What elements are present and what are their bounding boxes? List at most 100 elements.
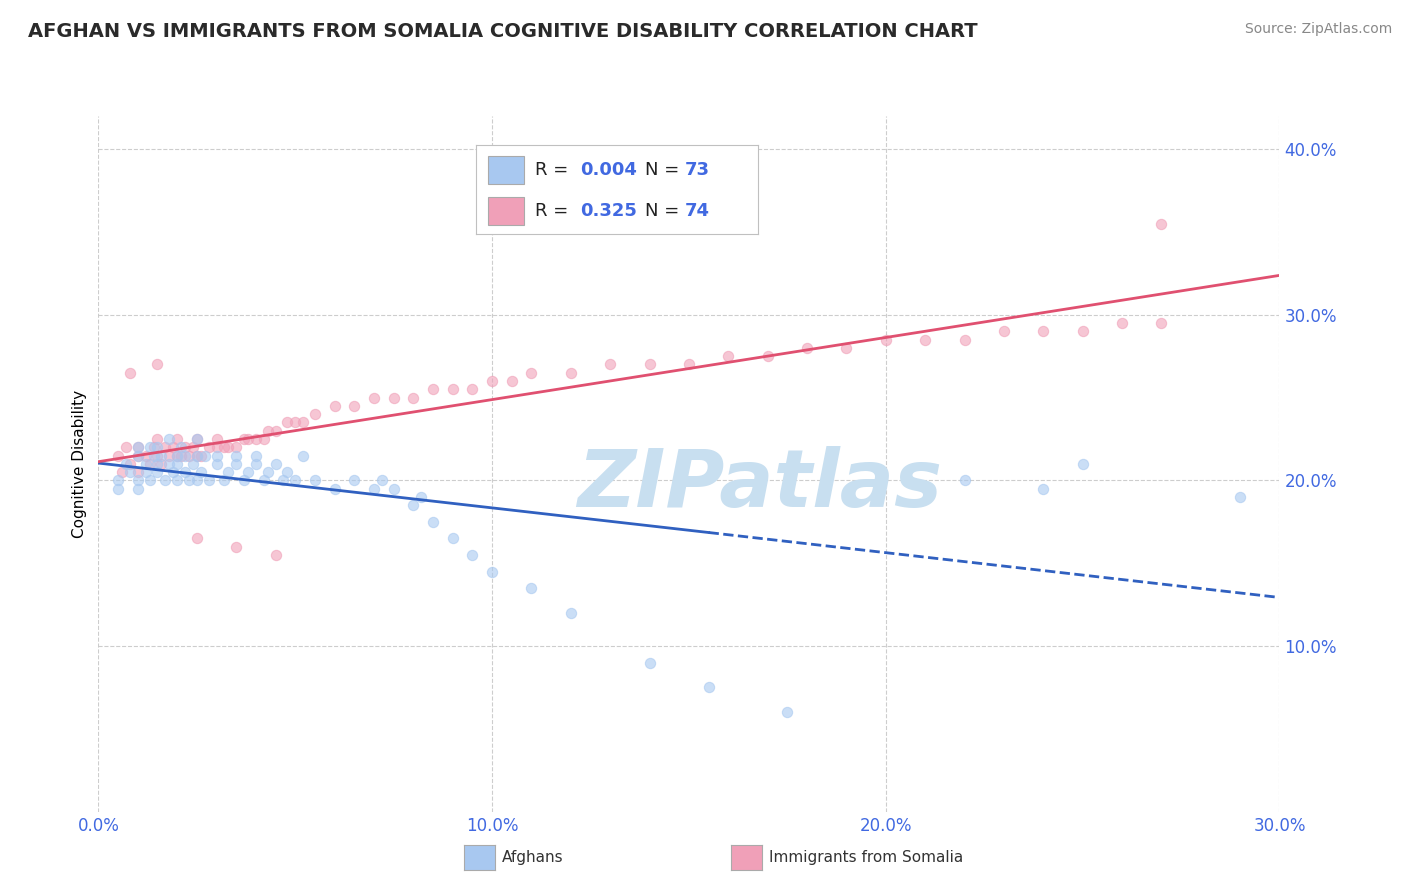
Point: [225, 457, 247, 471]
Point: [343, 399, 366, 413]
Point: [697, 681, 720, 695]
Point: [174, 440, 197, 454]
Point: [118, 366, 141, 380]
Point: [127, 440, 149, 454]
Point: [560, 606, 582, 620]
Point: [953, 333, 976, 347]
Point: [205, 449, 228, 463]
Point: [461, 382, 484, 396]
Point: [411, 490, 433, 504]
Point: [118, 457, 141, 471]
Point: [678, 358, 700, 372]
Point: [796, 341, 818, 355]
Point: [993, 324, 1015, 338]
Point: [371, 474, 394, 488]
Point: [914, 333, 936, 347]
Point: [146, 449, 169, 463]
Point: [1071, 324, 1094, 338]
Point: [599, 358, 621, 372]
Point: [155, 474, 177, 488]
Point: [481, 374, 503, 388]
Point: [461, 548, 484, 562]
Point: [422, 382, 444, 396]
Point: [157, 449, 180, 463]
Point: [166, 457, 188, 471]
Point: [343, 474, 366, 488]
Text: Source: ZipAtlas.com: Source: ZipAtlas.com: [1244, 22, 1392, 37]
Point: [181, 457, 204, 471]
Point: [138, 474, 160, 488]
Point: [138, 457, 160, 471]
Point: [756, 349, 779, 363]
Point: [233, 432, 256, 446]
Point: [186, 532, 208, 546]
Point: [323, 482, 346, 496]
Point: [481, 565, 503, 579]
Point: [236, 465, 259, 479]
Point: [127, 449, 149, 463]
Point: [422, 515, 444, 529]
Point: [217, 440, 239, 454]
Point: [135, 449, 157, 463]
Point: [953, 474, 976, 488]
Point: [150, 449, 173, 463]
Point: [186, 449, 208, 463]
Point: [127, 482, 149, 496]
Point: [717, 349, 740, 363]
Point: [217, 465, 239, 479]
Point: [142, 440, 165, 454]
Point: [276, 416, 298, 430]
Point: [127, 465, 149, 479]
Point: [264, 424, 287, 438]
Point: [292, 449, 315, 463]
Point: [170, 449, 193, 463]
Point: [157, 432, 180, 446]
Point: [1111, 316, 1133, 330]
Point: [1229, 490, 1251, 504]
Point: [162, 440, 184, 454]
Text: R =: R =: [536, 161, 575, 179]
Y-axis label: Cognitive Disability: Cognitive Disability: [72, 390, 87, 538]
Point: [253, 474, 276, 488]
Point: [638, 358, 661, 372]
Point: [501, 374, 523, 388]
Point: [276, 465, 298, 479]
Point: [177, 474, 200, 488]
Point: [264, 457, 287, 471]
Point: [236, 432, 259, 446]
Point: [118, 465, 141, 479]
Point: [638, 656, 661, 670]
Point: [107, 449, 129, 463]
Point: [166, 449, 188, 463]
Point: [292, 416, 315, 430]
Point: [284, 416, 307, 430]
Point: [181, 440, 204, 454]
Point: [284, 474, 307, 488]
Point: [835, 341, 858, 355]
Point: [1032, 482, 1054, 496]
Text: AFGHAN VS IMMIGRANTS FROM SOMALIA COGNITIVE DISABILITY CORRELATION CHART: AFGHAN VS IMMIGRANTS FROM SOMALIA COGNIT…: [28, 22, 977, 41]
Point: [441, 532, 464, 546]
Point: [107, 482, 129, 496]
Point: [363, 391, 385, 405]
Point: [170, 440, 193, 454]
Point: [1150, 316, 1173, 330]
Point: [520, 366, 543, 380]
Point: [205, 432, 228, 446]
Point: [197, 440, 219, 454]
Point: [186, 474, 208, 488]
Point: [441, 382, 464, 396]
Point: [1032, 324, 1054, 338]
Point: [245, 432, 267, 446]
Point: [382, 482, 405, 496]
Point: [142, 449, 165, 463]
Point: [157, 457, 180, 471]
Point: [402, 498, 425, 512]
Point: [363, 482, 385, 496]
Point: [162, 465, 184, 479]
Point: [875, 333, 897, 347]
Point: [127, 449, 149, 463]
Point: [245, 457, 267, 471]
Point: [253, 432, 276, 446]
Text: 0.004: 0.004: [581, 161, 637, 179]
